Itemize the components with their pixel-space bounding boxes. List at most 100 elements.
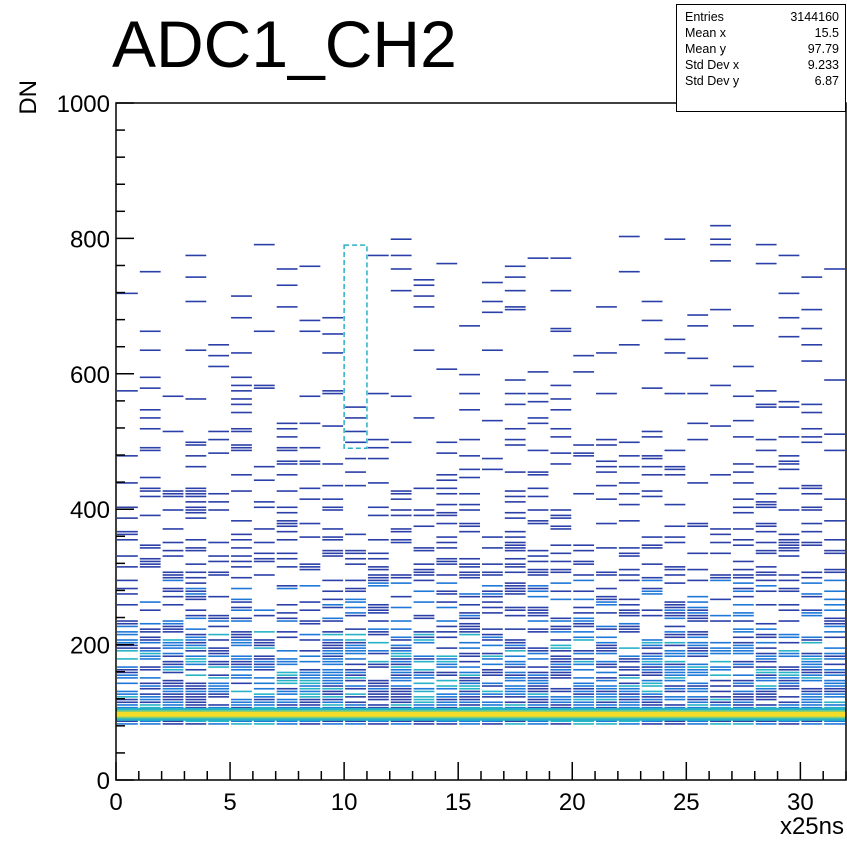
heatmap-bin [618,574,640,576]
heatmap-bin [345,650,366,652]
heatmap-bin [596,679,617,682]
heatmap-bin [664,677,686,679]
heatmap-bin [345,417,366,419]
heatmap-bin [185,598,207,601]
heatmap-bin [801,593,823,595]
heatmap-bin [185,723,207,725]
heatmap-bin [527,495,549,498]
heatmap-bin [687,601,709,603]
heatmap-bin [185,655,207,658]
heatmap-bin [755,603,777,606]
heatmap-bin [459,476,480,479]
heatmap-bin [185,706,207,709]
heatmap-bin [208,614,230,617]
heatmap-bin [527,587,549,590]
heatmap-bin [208,492,230,495]
heatmap-bin [253,668,275,671]
heatmap-bin [345,484,366,487]
heatmap-bin [732,631,754,633]
heatmap-bin [732,647,754,649]
heatmap-bin [824,549,845,552]
heatmap-bin [117,506,138,509]
heatmap-bin [322,631,344,633]
heatmap-bin [482,696,503,698]
heatmap-bin [413,633,435,636]
heatmap-bin [367,650,389,652]
heatmap-bin [253,641,275,644]
heatmap-bin [596,392,617,395]
heatmap-bin [322,706,344,709]
heatmap-bin [117,666,138,668]
x-tick-label: 10 [331,789,358,816]
heatmap-bin [824,268,845,270]
heatmap-bin [117,639,138,641]
heatmap-bin [596,663,617,666]
heatmap-cells [117,224,845,725]
heatmap-bin [824,603,845,606]
heatmap-bin [390,238,412,240]
heatmap-bin [162,595,184,598]
heatmap-bin [436,636,458,639]
heatmap-bin [710,679,731,682]
heatmap-bin [367,679,389,682]
heatmap-bin [482,706,503,709]
heatmap-bin [208,620,230,622]
heatmap-bin [413,525,435,528]
heatmap-bin [596,460,617,463]
heatmap-bin [276,706,298,709]
heatmap-bin [778,668,800,671]
heatmap-bin [117,579,138,582]
heatmap-bin [390,576,412,579]
heatmap-bin [596,704,617,706]
heatmap-bin [276,427,298,430]
heatmap-bin [459,625,480,628]
heatmap-bin [687,525,709,528]
heatmap-bin [732,365,754,368]
heatmap-bin [459,677,480,679]
heatmap-bin [573,598,595,601]
heatmap-bin [299,660,321,663]
heatmap-bin [208,660,230,663]
heatmap-bin [185,617,207,620]
heatmap-bin [755,492,777,495]
heatmap-bin [367,666,389,668]
heatmap-bin [824,663,845,666]
heatmap-bin [687,633,709,636]
heatmap-bin [322,463,344,465]
heatmap-bin [732,482,754,484]
heatmap-bin [276,538,298,541]
heatmap-bin [139,631,161,633]
heatmap-bin [139,417,161,419]
heatmap-bin [367,438,389,441]
heatmap-bin [459,603,480,606]
heatmap-bin [778,687,800,690]
heatmap-bin [482,468,503,471]
heatmap-bin [345,633,366,636]
heatmap-bin [276,690,298,693]
heatmap-bin [482,633,503,636]
stats-label: Entries [685,10,724,24]
heatmap-bin [527,677,549,679]
heatmap-bin [390,698,412,701]
heatmap-bin [550,463,572,465]
heatmap-bin [436,666,458,668]
heatmap-bin [185,538,207,541]
heatmap-bin [596,693,617,695]
heatmap-bin [550,289,572,292]
heatmap-bin [801,427,823,430]
heatmap-bin [710,698,731,701]
heatmap-bin [778,696,800,698]
heatmap-bin [276,585,298,587]
heatmap-bin [527,698,549,701]
heatmap-bin [664,614,686,617]
heatmap-bin [345,641,366,644]
heatmap-bin [390,693,412,695]
heatmap-bin [710,704,731,706]
heatmap-bin [253,698,275,701]
heatmap-bin [276,473,298,476]
heatmap-bin [459,633,480,636]
heatmap-bin [253,660,275,663]
heatmap-bin [459,647,480,649]
heatmap-bin [139,449,161,452]
heatmap-bin [596,687,617,690]
